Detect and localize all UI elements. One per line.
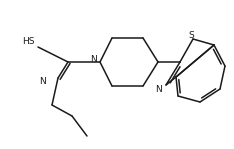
Text: HS: HS [22, 38, 34, 46]
Text: S: S [188, 31, 194, 41]
Text: N: N [90, 55, 97, 63]
Text: N: N [155, 84, 162, 94]
Text: N: N [39, 76, 46, 86]
